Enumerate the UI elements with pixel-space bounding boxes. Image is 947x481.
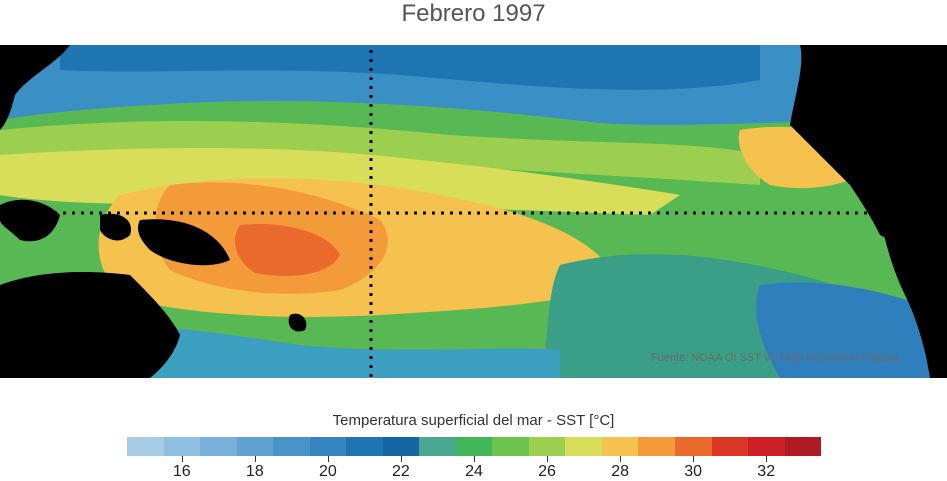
colorbar-tick-label: 32 — [757, 463, 776, 480]
colorbar-swatch — [492, 437, 529, 456]
colorbar-swatch — [236, 437, 274, 456]
sst-map: Fuente: NOAA OI SST V2 High Resolution D… — [0, 45, 947, 378]
colorbar-swatch — [127, 437, 164, 456]
sst-north-coldest-band — [60, 45, 760, 90]
colorbar-tick — [181, 456, 183, 462]
colorbar-swatch — [711, 437, 749, 456]
land-sulawesi — [100, 213, 131, 241]
colorbar-tick — [766, 456, 768, 462]
colorbar-swatch — [455, 437, 493, 456]
colorbar-swatch — [309, 437, 347, 456]
colorbar-tick-label: 22 — [392, 463, 410, 480]
land-island — [288, 313, 307, 332]
map-title: Febrero 1997 — [401, 0, 546, 27]
colorbar-swatch — [674, 437, 712, 456]
colorbar-swatch — [638, 437, 675, 456]
colorbar-tick-label: 16 — [172, 463, 191, 480]
colorbar-tick — [620, 456, 622, 462]
land-americas-south — [880, 215, 947, 378]
colorbar-tick-label: 28 — [611, 463, 629, 480]
colorbar-swatch — [528, 437, 566, 456]
sst-south-cold-band — [756, 282, 947, 378]
sst-north-mid-band — [0, 120, 760, 185]
colorbar-swatch — [163, 437, 201, 456]
colorbar-swatch — [273, 437, 310, 456]
colorbar-tick — [547, 456, 549, 462]
colorbar-ticks: 16 18 20 22 24 26 28 30 32 — [127, 456, 821, 480]
colorbar-swatch — [382, 437, 420, 456]
colorbar-title: Temperatura superficial del mar - SST [°… — [332, 412, 615, 429]
land-australia — [0, 272, 180, 378]
colorbar-tick — [254, 456, 256, 462]
colorbar-tick-label: 24 — [465, 463, 483, 480]
colorbar-swatch — [784, 437, 822, 456]
colorbar-tick-label: 30 — [684, 463, 703, 480]
source-note: Fuente: NOAA OI SST V2 High Resolution D… — [650, 352, 899, 364]
sst-map-canvas — [0, 45, 947, 378]
colorbar-tick — [327, 456, 329, 462]
colorbar-tick — [693, 456, 695, 462]
sst-hottest-band — [235, 224, 340, 276]
colorbar-tick — [474, 456, 475, 462]
colorbar-swatch — [748, 437, 785, 456]
colorbar-swatch — [346, 437, 383, 456]
colorbar-tick — [400, 456, 402, 462]
colorbar-swatch — [200, 437, 237, 456]
colorbar-swatch — [601, 437, 639, 456]
land-americas-north — [790, 45, 947, 275]
colorbar — [127, 437, 822, 456]
land-asia — [0, 45, 70, 130]
colorbar-tick-label: 18 — [245, 463, 264, 480]
colorbar-swatch — [565, 437, 602, 456]
colorbar-tick-label: 26 — [538, 463, 556, 480]
colorbar-tick-label: 20 — [318, 463, 337, 480]
land-borneo — [0, 199, 60, 242]
colorbar-swatch — [419, 437, 456, 456]
land-new-guinea — [138, 219, 230, 266]
